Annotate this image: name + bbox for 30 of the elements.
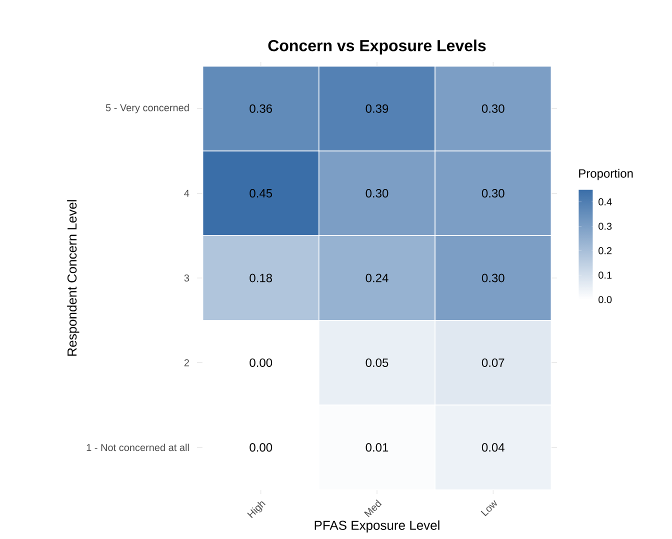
color-bar-label: 0.4 [598, 198, 612, 206]
y-tick-label: 3 [184, 274, 190, 282]
x-axis-title: PFAS Exposure Level [314, 520, 440, 532]
x-tick-label: Low [480, 500, 497, 516]
chart-title: Concern vs Exposure Levels [268, 40, 486, 54]
y-tick-label: 2 [184, 359, 189, 366]
data-label: 0.07 [482, 358, 504, 367]
y-tick-label: 5 - Very concerned [106, 104, 189, 114]
data-label: 0.30 [482, 189, 504, 198]
data-label: 0.45 [250, 189, 272, 198]
data-label: 0.30 [366, 189, 388, 198]
data-label: 0.24 [366, 274, 388, 282]
data-label: 0.39 [366, 104, 388, 113]
y-axis-title: Respondent Concern Level [67, 200, 80, 356]
color-bar-label: 0.3 [598, 222, 612, 230]
color-bar-label: 0.1 [598, 272, 612, 279]
data-label: 0.00 [250, 358, 272, 367]
y-tick-label: 1 - Not concerned at all [86, 444, 189, 452]
data-label: 0.36 [250, 104, 272, 113]
data-label: 0.01 [366, 443, 388, 452]
y-tick-label: 4 [184, 190, 190, 197]
data-label: 0.00 [250, 443, 272, 452]
data-label: 0.30 [482, 104, 504, 113]
color-bar-label: 0.0 [598, 296, 612, 304]
data-label: 0.30 [482, 274, 504, 282]
color-bar-label: 0.2 [598, 247, 612, 254]
data-label: 0.18 [250, 274, 272, 282]
color-bar-title: Proportion [579, 168, 633, 180]
data-label: 0.04 [482, 443, 504, 452]
data-label: 0.05 [366, 358, 388, 367]
